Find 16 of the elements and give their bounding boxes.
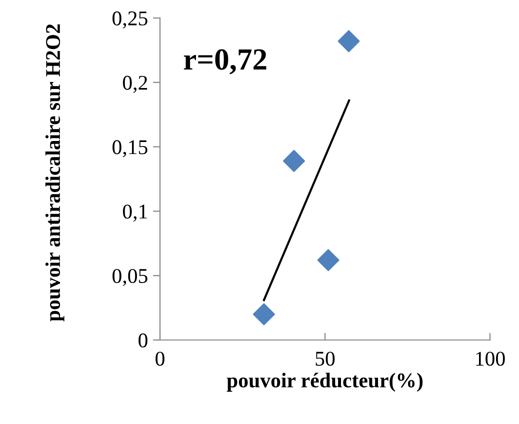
point [282,150,305,172]
x-axis-title: pouvoir réducteur(%) [226,372,423,392]
x-tick-label: 100 [476,352,505,366]
point [252,303,275,326]
y-tick-label: 0,25 [112,11,148,28]
y-tick-label: 0,2 [122,76,148,93]
annotation: r=0,72 [184,49,266,74]
y-tick-label: 0 [138,333,148,348]
y-axis-title: pouvoir antiradicalaire sur H2O2 [45,24,64,322]
y-tick-label: 0,1 [122,204,147,222]
point [317,249,340,272]
y-tick-label: 0,05 [112,268,148,286]
point [338,30,360,52]
x-tick-label: 50 [316,352,335,366]
y-tick-label: 0,15 [112,140,148,158]
x-tick-label: 0 [156,352,164,366]
